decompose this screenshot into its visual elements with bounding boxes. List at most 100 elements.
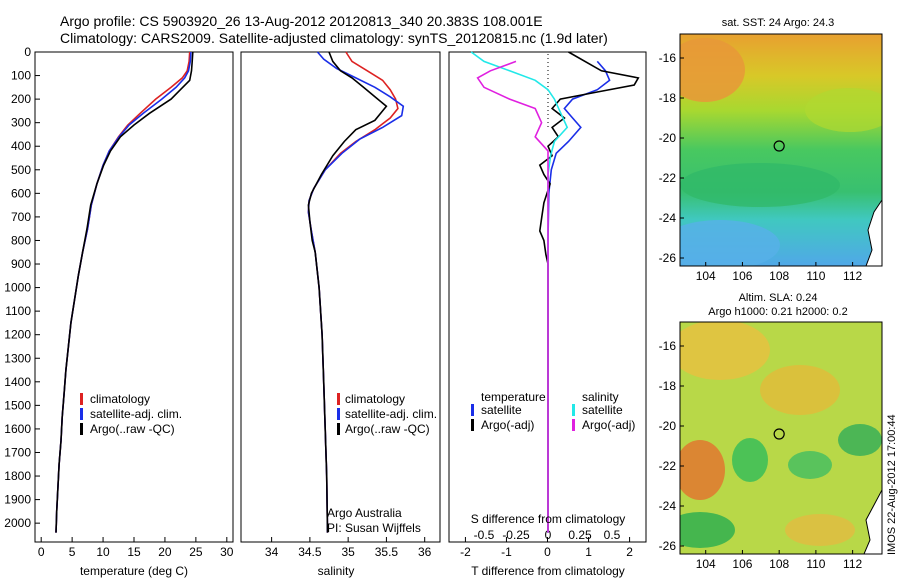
map-y-tick-label: -22 xyxy=(659,459,677,473)
x-tick-label: 20 xyxy=(158,545,172,559)
x-tick-label: 1 xyxy=(585,545,592,559)
y-tick-label: 1500 xyxy=(4,398,31,412)
legend-label-t-argo: Argo(-adj) xyxy=(481,418,534,432)
float-position-marker xyxy=(773,140,785,152)
high-anomaly xyxy=(760,365,840,415)
legend-swatch-satellite xyxy=(80,408,83,420)
map-y-tick-label: -18 xyxy=(659,379,677,393)
s-tick-label: 0.5 xyxy=(604,528,621,542)
s-tick-label: 0.25 xyxy=(568,528,592,542)
legend-label-climatology: climatology xyxy=(345,392,405,406)
cold-patch xyxy=(680,220,780,266)
sst-map-axes: 104 106 108 110 112 -16 -18 -20 -22 -24 -26 xyxy=(659,51,863,283)
salinity-lines xyxy=(307,51,405,533)
x-tick-label: 0 xyxy=(38,545,45,559)
difference-lines xyxy=(470,51,640,533)
s-difference-axis: -0.5 -0.25 0 0.25 0.5 xyxy=(474,528,621,542)
map-x-tick-label: 112 xyxy=(843,557,862,571)
legend-swatch-t-satellite xyxy=(471,404,474,416)
s-tick-label: -0.25 xyxy=(502,528,530,542)
temperature-axes-box xyxy=(34,51,234,543)
low-anomaly xyxy=(788,451,832,479)
y-tick-label: 300 xyxy=(11,116,31,130)
x-tick-label: 34.5 xyxy=(298,545,322,559)
y-tick-label: 1100 xyxy=(5,304,31,318)
legend-swatch-t-argo xyxy=(471,419,474,431)
temperature-x-axis: 0 5 10 15 20 25 30 xyxy=(38,537,234,559)
legend-label-s-argo: Argo(-adj) xyxy=(582,418,635,432)
s-tick-label: 0 xyxy=(545,528,552,542)
high-anomaly xyxy=(680,322,770,380)
map-y-tick-label: -20 xyxy=(659,419,677,433)
x-tick-label: 5 xyxy=(69,545,76,559)
y-tick-label: 900 xyxy=(11,257,31,271)
salinity-panel: 34 34.5 35 35.5 36 salinity climatology sate… xyxy=(240,51,441,578)
legend-title-salinity: salinity xyxy=(582,390,619,404)
low-anomaly xyxy=(680,512,735,548)
legend-label-satellite: satellite-adj. clim. xyxy=(90,407,182,421)
y-tick-label: 400 xyxy=(11,139,31,153)
sst-features xyxy=(680,38,882,266)
legend-label-t-satellite: satellite xyxy=(481,403,522,417)
sla-map-frame xyxy=(679,321,883,555)
legend-swatch-s-argo xyxy=(572,419,575,431)
x-tick-label: -1 xyxy=(501,545,512,559)
sla-features xyxy=(680,322,882,554)
difference-line-3 xyxy=(476,60,549,533)
y-tick-label: 700 xyxy=(11,210,31,224)
map-x-tick-label: 110 xyxy=(806,269,825,283)
warm-patch xyxy=(680,38,745,102)
y-tick-label: 500 xyxy=(11,163,31,177)
temperature-panel: 0100200300400500600700800900100011001200… xyxy=(4,45,234,578)
legend-swatch-climatology xyxy=(80,393,83,405)
y-tick-label: 800 xyxy=(11,233,31,247)
x-tick-label: 35 xyxy=(341,545,355,559)
x-tick-label: 30 xyxy=(220,545,234,559)
low-anomaly xyxy=(732,438,768,482)
map-y-tick-label: -16 xyxy=(659,339,677,353)
x-tick-label: 34 xyxy=(265,545,279,559)
sla-map-axes: 104 106 108 110 112 -16 -18 -20 -22 -24 -26 xyxy=(659,339,863,571)
sst-map-frame xyxy=(679,33,883,267)
x-tick-label: 35.5 xyxy=(375,545,399,559)
t-difference-x-axis: -2 -1 0 1 2 xyxy=(460,537,633,559)
y-tick-label: 1200 xyxy=(4,328,31,342)
legend-title-temperature: temperature xyxy=(481,390,546,404)
series-line-2 xyxy=(55,51,194,533)
sst-map-panel: sat. SST: 24 Argo: 24.3 104 106 108 110 112 -… xyxy=(659,17,883,283)
data-provider-text: Argo Australia xyxy=(327,506,402,520)
salinity-x-label: salinity xyxy=(318,564,355,578)
x-tick-label: 2 xyxy=(626,545,633,559)
x-tick-label: 36 xyxy=(418,545,432,559)
y-tick-label: 1600 xyxy=(4,422,31,436)
legend-swatch-argo xyxy=(337,423,340,435)
map-y-tick-label: -22 xyxy=(659,171,677,185)
coastline xyxy=(865,199,882,266)
figure-title-line2: Climatology: CARS2009. Satellite-adjuste… xyxy=(60,30,608,46)
low-anomaly xyxy=(838,424,882,456)
map-x-tick-label: 106 xyxy=(732,557,752,571)
map-x-tick-label: 106 xyxy=(732,269,752,283)
difference-legend: temperature satellite Argo(-adj) salinit… xyxy=(471,390,635,432)
y-tick-label: 100 xyxy=(11,69,31,83)
principal-investigator-text: PI: Susan Wijffels xyxy=(327,521,421,535)
y-tick-label: 2000 xyxy=(4,516,31,530)
moderate-patch xyxy=(805,88,882,132)
x-tick-label: 15 xyxy=(127,545,141,559)
legend-swatch-climatology xyxy=(337,393,340,405)
legend-label-climatology: climatology xyxy=(90,392,150,406)
temperature-legend: climatology satellite-adj. clim. Argo(..… xyxy=(80,392,182,436)
legend-label-satellite: satellite-adj. clim. xyxy=(345,407,437,421)
difference-line-0 xyxy=(547,60,611,533)
sla-map-title: Altim. SLA: 0.24 xyxy=(739,292,818,304)
high-anomaly xyxy=(680,440,725,500)
legend-swatch-argo xyxy=(80,423,83,435)
legend-label-s-satellite: satellite xyxy=(582,403,623,417)
map-x-tick-label: 104 xyxy=(696,269,716,283)
sla-map-panel: Altim. SLA: 0.24 Argo h1000: 0.21 h2000:… xyxy=(659,292,883,571)
y-tick-label: 1400 xyxy=(4,375,31,389)
y-tick-label: 200 xyxy=(11,92,31,106)
depth-axis: 0 100 200 300 400 500 600 700 800 900 1000 1100 1200… xyxy=(4,45,40,530)
salinity-legend: climatology satellite-adj. clim. Argo(..… xyxy=(337,392,437,436)
